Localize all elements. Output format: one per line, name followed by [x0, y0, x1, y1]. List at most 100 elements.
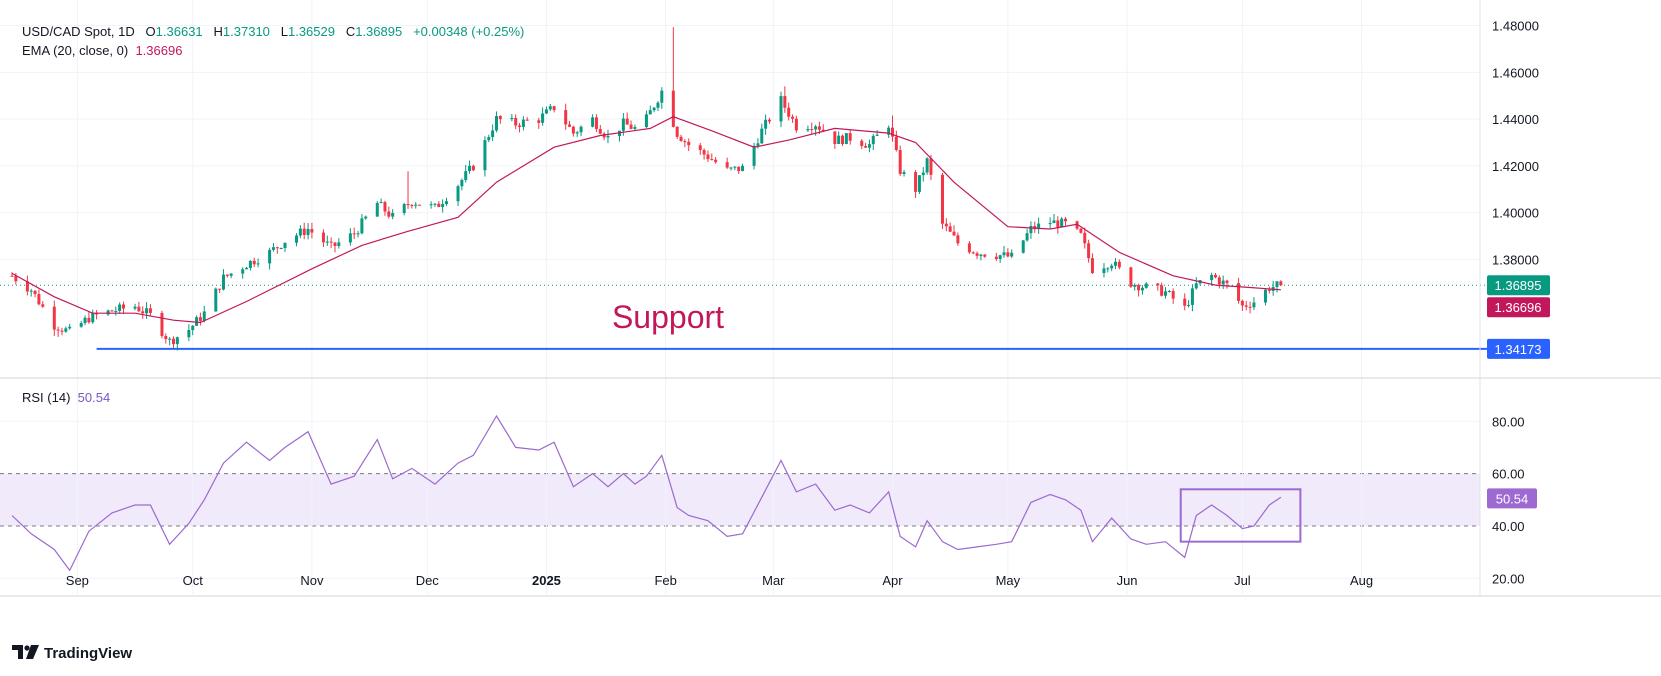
time-tick-label: Dec [416, 573, 440, 588]
ema-legend[interactable]: EMA (20, close, 0) 1.36696 [22, 43, 182, 58]
candle-body [1144, 283, 1148, 288]
candle-body [568, 124, 572, 127]
candle [1248, 301, 1252, 314]
candle-body [733, 166, 737, 168]
candle [95, 310, 99, 320]
candle-body [64, 328, 68, 332]
candle-body [383, 201, 387, 212]
candle-body [1213, 274, 1217, 278]
time-tick-label: Jun [1117, 573, 1138, 588]
candle-body [814, 126, 818, 130]
tradingview-logo[interactable]: TradingView [12, 645, 132, 662]
candle [591, 114, 595, 128]
candle-body [633, 127, 637, 129]
candle-body [548, 106, 552, 110]
candle [568, 120, 572, 128]
candle-body [348, 233, 352, 243]
candle-body [221, 274, 225, 290]
candle-body [41, 304, 45, 307]
candle [202, 305, 206, 323]
ema-line[interactable] [11, 116, 1281, 324]
candle [56, 326, 60, 337]
candle-body [1025, 233, 1029, 241]
candle-body [979, 254, 983, 256]
candle [1117, 259, 1121, 270]
candle-body [444, 201, 448, 205]
candle-body [575, 132, 579, 134]
candles[interactable] [10, 27, 1283, 351]
candle-body [487, 137, 491, 141]
candle-body [1021, 240, 1025, 253]
candle [948, 222, 952, 232]
candle-body [810, 129, 814, 131]
support-badge-text: 1.34173 [1495, 342, 1542, 357]
candle [875, 130, 879, 136]
candle [114, 306, 118, 316]
candle-body [902, 172, 906, 174]
candle [1252, 297, 1256, 311]
time-tick-label: Mar [762, 573, 785, 588]
candle-body [241, 269, 245, 274]
candle [79, 320, 83, 328]
candle-body [706, 154, 710, 160]
candle [1021, 239, 1025, 254]
rsi-band-fill [0, 473, 1480, 526]
candle-body [433, 203, 437, 205]
candle [64, 326, 68, 333]
candle-body [1167, 290, 1171, 292]
candle-body [218, 288, 222, 290]
candle-body [333, 242, 337, 247]
time-tick-label: Apr [882, 573, 903, 588]
candle [148, 304, 152, 317]
candle-body [621, 118, 625, 131]
candle-body [1140, 287, 1144, 291]
candle [352, 227, 356, 239]
candle-body [844, 133, 848, 145]
candle-body [1102, 268, 1106, 274]
candle-body [894, 136, 898, 151]
candle-body [1237, 283, 1241, 301]
time-tick-label: Nov [300, 573, 324, 588]
candle-body [37, 293, 41, 305]
candle-body [783, 96, 787, 108]
candle [283, 242, 287, 252]
candle-body [1079, 228, 1083, 233]
candle [1090, 253, 1094, 275]
candle [629, 120, 633, 130]
candle-body [929, 158, 933, 175]
candle-body [1029, 225, 1033, 234]
candle-body [591, 117, 595, 127]
candle [429, 201, 433, 209]
candle-body [283, 242, 287, 249]
time-tick-label: Sep [66, 573, 89, 588]
rsi-legend[interactable]: RSI (14) 50.54 [22, 390, 110, 405]
candle-body [1267, 289, 1271, 291]
rsi-highlight-box[interactable] [1179, 488, 1302, 543]
rsi-tick-label: 40.00 [1492, 519, 1525, 534]
candle-body [364, 216, 368, 219]
candle-body [1187, 304, 1191, 306]
candle-body [952, 231, 956, 236]
rsi-line[interactable] [11, 414, 1282, 572]
candle [1267, 286, 1271, 294]
candle-body [764, 119, 768, 129]
candle-body [1137, 285, 1141, 291]
candle-body [1117, 261, 1121, 268]
candle [660, 87, 664, 109]
candle-body [168, 338, 172, 340]
candle-body [148, 308, 152, 313]
candle [268, 247, 272, 270]
candle [1210, 272, 1214, 286]
candle [1114, 258, 1118, 270]
candle-body [833, 131, 837, 144]
candle-body [571, 126, 575, 134]
candle-body [456, 186, 460, 202]
candle [229, 273, 233, 279]
candle [1271, 280, 1275, 296]
symbol-title[interactable]: USD/CAD Spot, 1D [22, 24, 135, 39]
candle [848, 129, 852, 145]
candle [1237, 277, 1241, 304]
candle [971, 251, 975, 255]
candle [25, 275, 29, 296]
